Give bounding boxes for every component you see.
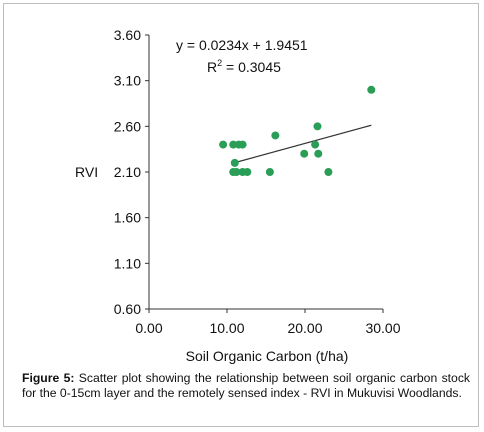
axes	[145, 34, 384, 313]
x-tick-label: 20.00	[287, 320, 322, 336]
x-axis-label: Soil Organic Carbon (t/ha)	[186, 348, 349, 364]
y-tick-label: 3.10	[114, 73, 141, 89]
y-tick-label: 2.10	[114, 164, 141, 180]
y-axis-label: RVI	[75, 164, 98, 180]
data-point	[324, 168, 333, 176]
trendline-equation: y = 0.0234x + 1.9451	[176, 37, 308, 53]
r2-exponent: 2	[217, 58, 222, 68]
caption-label: Figure 5:	[22, 371, 75, 385]
x-tick-label: 30.00	[365, 320, 400, 336]
data-points	[219, 85, 376, 176]
data-point	[271, 131, 280, 140]
data-point	[243, 168, 252, 176]
scatter-chart: 0.60 1.10 1.60 2.10 2.60 3.10 3.60 0.00 10.00 20.…	[75, 27, 401, 364]
trendline	[234, 124, 372, 164]
r-squared-label: R2 = 0.3045	[207, 58, 281, 75]
data-point	[265, 168, 274, 176]
trendline-group	[234, 124, 372, 164]
y-tick-label: 3.60	[114, 27, 141, 43]
data-point	[300, 149, 309, 158]
r2-letter: R	[207, 59, 217, 75]
data-point	[219, 140, 228, 149]
r2-value: = 0.3045	[222, 59, 281, 75]
y-tick-label: 0.60	[114, 301, 141, 317]
data-point	[232, 168, 241, 176]
data-point	[238, 140, 247, 149]
tick-labels: 0.60 1.10 1.60 2.10 2.60 3.10 3.60 0.00 10.00 20.…	[114, 27, 401, 336]
data-point	[311, 140, 320, 149]
x-tick-label: 0.00	[135, 320, 162, 336]
figure-caption: Figure 5: Scatter plot showing the relat…	[22, 371, 470, 400]
data-point	[313, 122, 322, 131]
x-tick-label: 10.00	[209, 320, 244, 336]
y-tick-label: 2.60	[114, 118, 141, 134]
data-point	[230, 158, 239, 167]
caption-text: Scatter plot showing the relationship be…	[22, 371, 471, 400]
data-point	[314, 149, 323, 158]
figure-frame: 0.60 1.10 1.60 2.10 2.60 3.10 3.60 0.00 10.00 20.…	[3, 3, 479, 427]
data-point	[367, 85, 376, 94]
y-tick-label: 1.10	[114, 255, 141, 271]
y-tick-label: 1.60	[114, 210, 141, 226]
